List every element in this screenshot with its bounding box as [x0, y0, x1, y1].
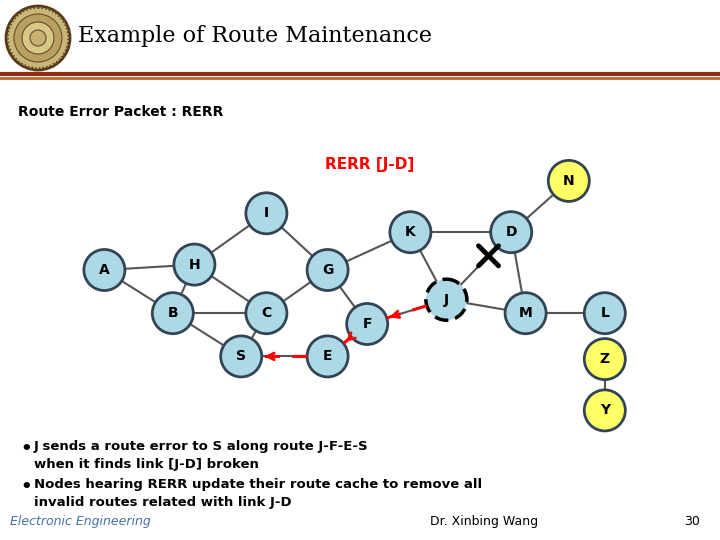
Circle shape	[585, 339, 625, 380]
Text: 30: 30	[684, 515, 700, 528]
Circle shape	[220, 336, 262, 377]
Text: •: •	[20, 478, 32, 496]
Circle shape	[22, 22, 54, 54]
Text: J sends a route error to S along route J-F-E-S: J sends a route error to S along route J…	[34, 440, 369, 453]
Text: Electronic Engineering: Electronic Engineering	[10, 515, 150, 528]
Circle shape	[14, 14, 62, 62]
Circle shape	[246, 193, 287, 234]
Circle shape	[585, 293, 625, 334]
Circle shape	[307, 336, 348, 377]
Circle shape	[491, 212, 531, 253]
Text: invalid routes related with link J-D: invalid routes related with link J-D	[34, 496, 292, 509]
Circle shape	[307, 249, 348, 291]
Text: E: E	[323, 349, 333, 363]
Text: H: H	[189, 258, 200, 272]
Text: RERR [J-D]: RERR [J-D]	[325, 158, 415, 172]
Text: S: S	[236, 349, 246, 363]
Text: Z: Z	[600, 352, 610, 366]
Text: when it finds link [J-D] broken: when it finds link [J-D] broken	[34, 458, 259, 471]
Text: J: J	[444, 293, 449, 307]
Text: M: M	[518, 306, 533, 320]
Text: Example of Route Maintenance: Example of Route Maintenance	[78, 25, 432, 47]
Text: C: C	[261, 306, 271, 320]
Circle shape	[549, 160, 590, 201]
Text: B: B	[168, 306, 178, 320]
Circle shape	[30, 30, 46, 46]
Circle shape	[585, 390, 625, 431]
Text: I: I	[264, 206, 269, 220]
Text: G: G	[322, 263, 333, 277]
Text: Nodes hearing RERR update their route cache to remove all: Nodes hearing RERR update their route ca…	[34, 478, 482, 491]
Text: K: K	[405, 225, 415, 239]
Text: N: N	[563, 174, 575, 188]
Text: D: D	[505, 225, 517, 239]
Circle shape	[347, 303, 388, 345]
Circle shape	[246, 293, 287, 334]
Circle shape	[84, 249, 125, 291]
Circle shape	[174, 244, 215, 285]
Text: A: A	[99, 263, 109, 277]
Text: Y: Y	[600, 403, 610, 417]
Circle shape	[390, 212, 431, 253]
Text: L: L	[600, 306, 609, 320]
Text: •: •	[20, 440, 32, 458]
Circle shape	[6, 6, 70, 70]
Circle shape	[505, 293, 546, 334]
Text: F: F	[362, 317, 372, 331]
Circle shape	[152, 293, 193, 334]
Text: Route Error Packet : RERR: Route Error Packet : RERR	[18, 105, 223, 119]
Circle shape	[426, 279, 467, 320]
Text: Dr. Xinbing Wang: Dr. Xinbing Wang	[430, 515, 538, 528]
